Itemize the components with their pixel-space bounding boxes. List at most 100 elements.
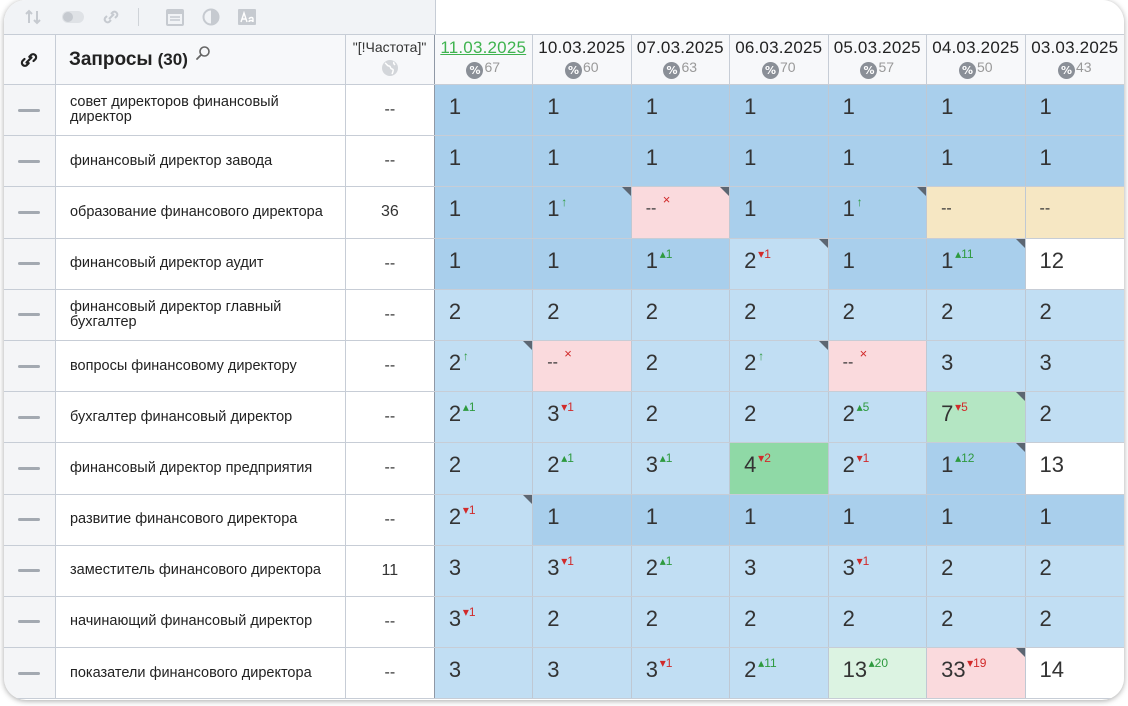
position-cell[interactable]: 7 ▾5 [927,392,1026,443]
position-cell[interactable]: 1 [828,136,928,187]
drag-handle[interactable] [4,648,56,699]
date-column-header[interactable]: 05.03.2025% 57 [829,35,927,84]
position-cell[interactable]: 2 ↑ [434,340,534,392]
position-cell[interactable]: 2 ▾1 [730,238,829,289]
position-cell[interactable]: 13 [1025,443,1124,494]
position-cell[interactable]: 2 [631,289,731,340]
position-cell[interactable]: 14 [1025,648,1124,699]
position-cell[interactable]: 2 ▴1 [631,545,731,596]
position-cell[interactable]: -- × [533,340,632,392]
date-column-header[interactable]: 06.03.2025% 70 [730,35,829,84]
cell-note-marker[interactable] [621,187,631,197]
position-cell[interactable]: -- [1025,187,1124,238]
link-column-header[interactable] [4,35,56,84]
position-cell[interactable]: 1 ↑ [533,187,632,238]
date-column-header[interactable]: 11.03.2025% 67 [435,35,533,84]
frequency-column-header[interactable]: "[!Частота]" [346,35,435,84]
drag-handle[interactable] [4,85,56,136]
position-cell[interactable]: 1 ↑ [828,187,928,238]
position-cell[interactable]: 1 [1025,85,1124,136]
position-cell[interactable]: 2 ▴11 [730,648,829,699]
cell-note-marker[interactable] [523,494,533,504]
position-cell[interactable]: 1 [533,85,632,136]
position-cell[interactable]: -- × [828,340,928,392]
cell-note-marker[interactable] [720,187,730,197]
cell-note-marker[interactable] [523,340,533,350]
position-cell[interactable]: 2 [730,289,829,340]
position-cell[interactable]: 3 ▾1 [533,545,632,596]
position-cell[interactable]: 1 [434,85,534,136]
position-cell[interactable]: 3 ▾1 [631,648,731,699]
position-cell[interactable]: 3 [730,545,829,596]
position-cell[interactable]: 2 [927,289,1026,340]
position-cell[interactable]: 2 ▾1 [828,443,928,494]
position-cell[interactable]: 1 [927,136,1026,187]
position-cell[interactable]: 1 [927,85,1026,136]
position-cell[interactable]: 1 [434,187,534,238]
query-cell[interactable]: бухгалтер финансовый директор [56,392,346,443]
position-cell[interactable]: 2 [1025,596,1124,648]
date-column-header[interactable]: 07.03.2025% 63 [632,35,730,84]
drag-handle[interactable] [4,340,56,392]
drag-handle[interactable] [4,289,56,340]
position-cell[interactable]: 2 ↑ [730,340,829,392]
position-cell[interactable]: 1 [1025,494,1124,545]
link-toolbar-icon[interactable] [100,7,122,27]
position-cell[interactable]: 3 ▾1 [533,392,632,443]
search-icon[interactable] [195,45,211,66]
position-cell[interactable]: 2 [631,596,731,648]
position-cell[interactable]: 1 [631,136,731,187]
text-format-icon[interactable] [236,7,258,27]
date-label[interactable]: 11.03.2025 [440,38,527,57]
position-cell[interactable]: 2 [927,596,1026,648]
position-cell[interactable]: 1 [631,85,731,136]
position-cell[interactable]: 4 ▾2 [730,443,829,494]
sort-icon[interactable] [22,7,44,27]
position-cell[interactable]: 3 [927,340,1026,392]
query-column-header[interactable]: Запросы (30) [56,35,346,84]
position-cell[interactable]: 3 [434,545,534,596]
position-cell[interactable]: -- [927,187,1026,238]
position-cell[interactable]: 1 ▴1 [631,238,731,289]
position-cell[interactable]: 2 [828,289,928,340]
position-cell[interactable]: 1 [533,238,632,289]
cell-note-marker[interactable] [1015,443,1025,453]
query-cell[interactable]: вопросы финансовому директору [56,340,346,392]
date-column-header[interactable]: 10.03.2025% 60 [533,35,632,84]
drag-handle[interactable] [4,392,56,443]
drag-handle[interactable] [4,187,56,238]
query-cell[interactable]: финансовый директор завода [56,136,346,187]
query-cell[interactable]: показатели финансового директора [56,648,346,699]
position-cell[interactable]: 2 [927,545,1026,596]
position-cell[interactable]: 1 [1025,136,1124,187]
cell-note-marker[interactable] [1015,392,1025,402]
position-cell[interactable]: 1 ▴11 [927,238,1026,289]
cell-note-marker[interactable] [917,187,927,197]
contrast-icon[interactable] [200,7,222,27]
position-cell[interactable]: 13 ▴20 [828,648,928,699]
query-cell[interactable]: совет директоров финансовый директор [56,85,346,136]
position-cell[interactable]: -- × [631,187,731,238]
position-cell[interactable]: 1 [533,136,632,187]
position-cell[interactable]: 2 [730,596,829,648]
cell-note-marker[interactable] [818,340,828,350]
query-cell[interactable]: начинающий финансовый директор [56,596,346,648]
query-cell[interactable]: финансовый директор предприятия [56,443,346,494]
position-cell[interactable]: 1 [730,494,829,545]
position-cell[interactable]: 1 [927,494,1026,545]
drag-handle[interactable] [4,238,56,289]
query-cell[interactable]: заместитель финансового директора [56,545,346,596]
cell-note-marker[interactable] [1015,238,1025,248]
date-column-header[interactable]: 03.03.2025% 43 [1026,35,1125,84]
position-cell[interactable]: 2 [434,443,534,494]
position-cell[interactable]: 2 [631,340,731,392]
calendar-icon[interactable] [164,7,186,27]
query-cell[interactable]: развитие финансового директора [56,494,346,545]
position-cell[interactable]: 3 [434,648,534,699]
drag-handle[interactable] [4,596,56,648]
position-cell[interactable]: 3 ▴1 [631,443,731,494]
cell-note-marker[interactable] [818,238,828,248]
position-cell[interactable]: 2 [631,392,731,443]
position-cell[interactable]: 2 [730,392,829,443]
query-cell[interactable]: финансовый директор аудит [56,238,346,289]
